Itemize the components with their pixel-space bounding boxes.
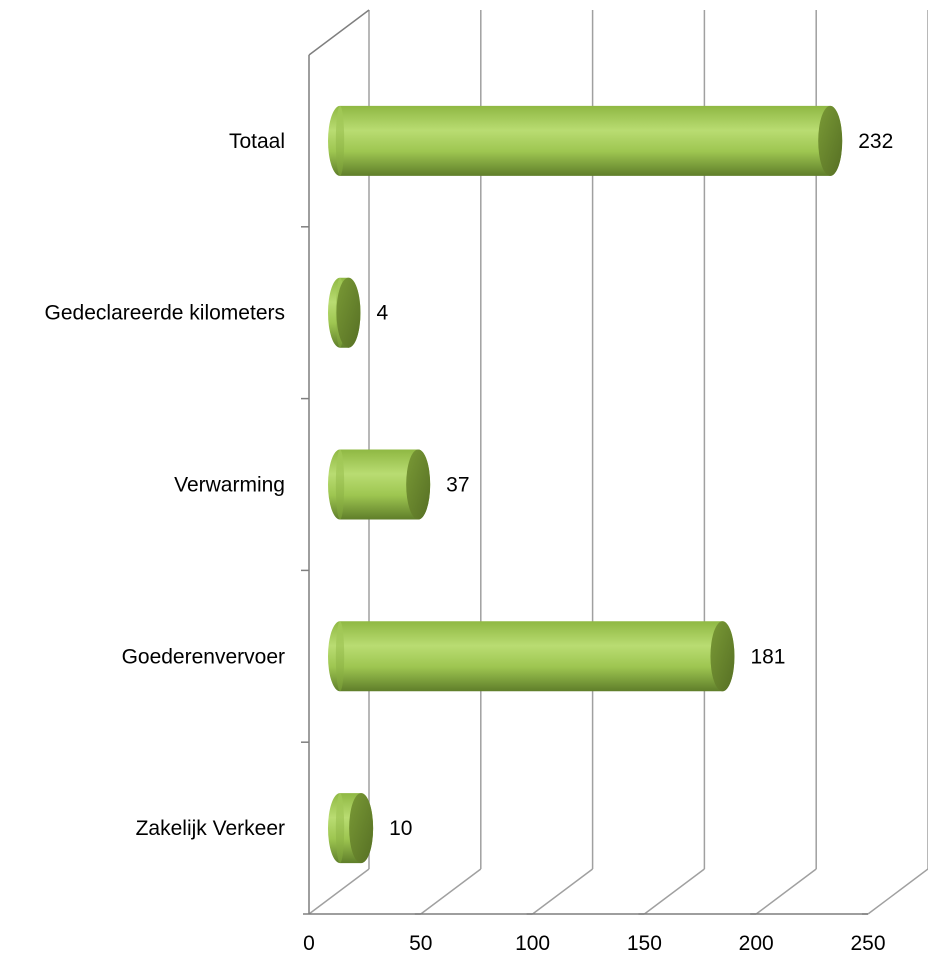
data-label: 10 — [389, 817, 412, 840]
category-label: Zakelijk Verkeer — [136, 817, 285, 840]
bar — [328, 105, 843, 176]
left-wall-top-edge — [308, 9, 370, 56]
x-tick-label: 200 — [739, 932, 774, 955]
x-tick-label: 250 — [850, 932, 885, 955]
category-label: Verwarming — [174, 474, 285, 497]
floor-gridline — [643, 868, 705, 915]
x-tick-label: 100 — [515, 932, 550, 955]
bar-body — [328, 105, 843, 176]
bar-body — [328, 621, 735, 692]
bar-start-cap — [335, 105, 345, 176]
data-label: 4 — [376, 302, 388, 325]
floor-gridline — [867, 868, 928, 915]
bar-body — [328, 449, 431, 520]
bar — [328, 793, 374, 864]
category-label: Goederenvervoer — [122, 645, 285, 668]
bar-start-cap — [335, 621, 345, 692]
bar-end-cap — [336, 277, 361, 348]
bar-start-cap — [335, 449, 345, 520]
bar — [328, 621, 735, 692]
x-tick-label: 150 — [627, 932, 662, 955]
bar-end-cap — [406, 449, 431, 520]
floor-gridline — [755, 868, 817, 915]
bar — [328, 449, 431, 520]
data-label: 181 — [750, 645, 785, 668]
labels-layer: 0 50 100 150 200 250 232 Totaal 4 Gedeclareerde k… — [45, 130, 894, 955]
x-tick-label: 50 — [409, 932, 432, 955]
bars-layer — [328, 105, 843, 864]
floor-gridline — [420, 868, 482, 915]
category-label: Gedeclareerde kilometers — [45, 302, 285, 325]
data-label: 37 — [446, 474, 469, 497]
data-label: 232 — [858, 130, 893, 153]
x-tick-label: 0 — [303, 932, 315, 955]
axis-layer — [301, 9, 868, 915]
bar — [328, 277, 361, 348]
floor-gridline — [308, 868, 370, 915]
floor-gridline — [532, 868, 594, 915]
bar-end-cap — [349, 793, 374, 864]
bar-end-cap — [818, 105, 843, 176]
bar-end-cap — [710, 621, 735, 692]
bar-start-cap — [335, 793, 345, 864]
category-label: Totaal — [229, 130, 285, 153]
